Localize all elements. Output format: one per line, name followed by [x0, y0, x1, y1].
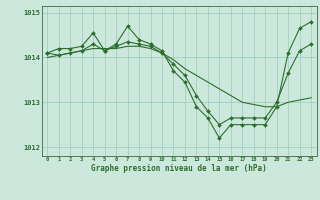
- X-axis label: Graphe pression niveau de la mer (hPa): Graphe pression niveau de la mer (hPa): [91, 164, 267, 173]
